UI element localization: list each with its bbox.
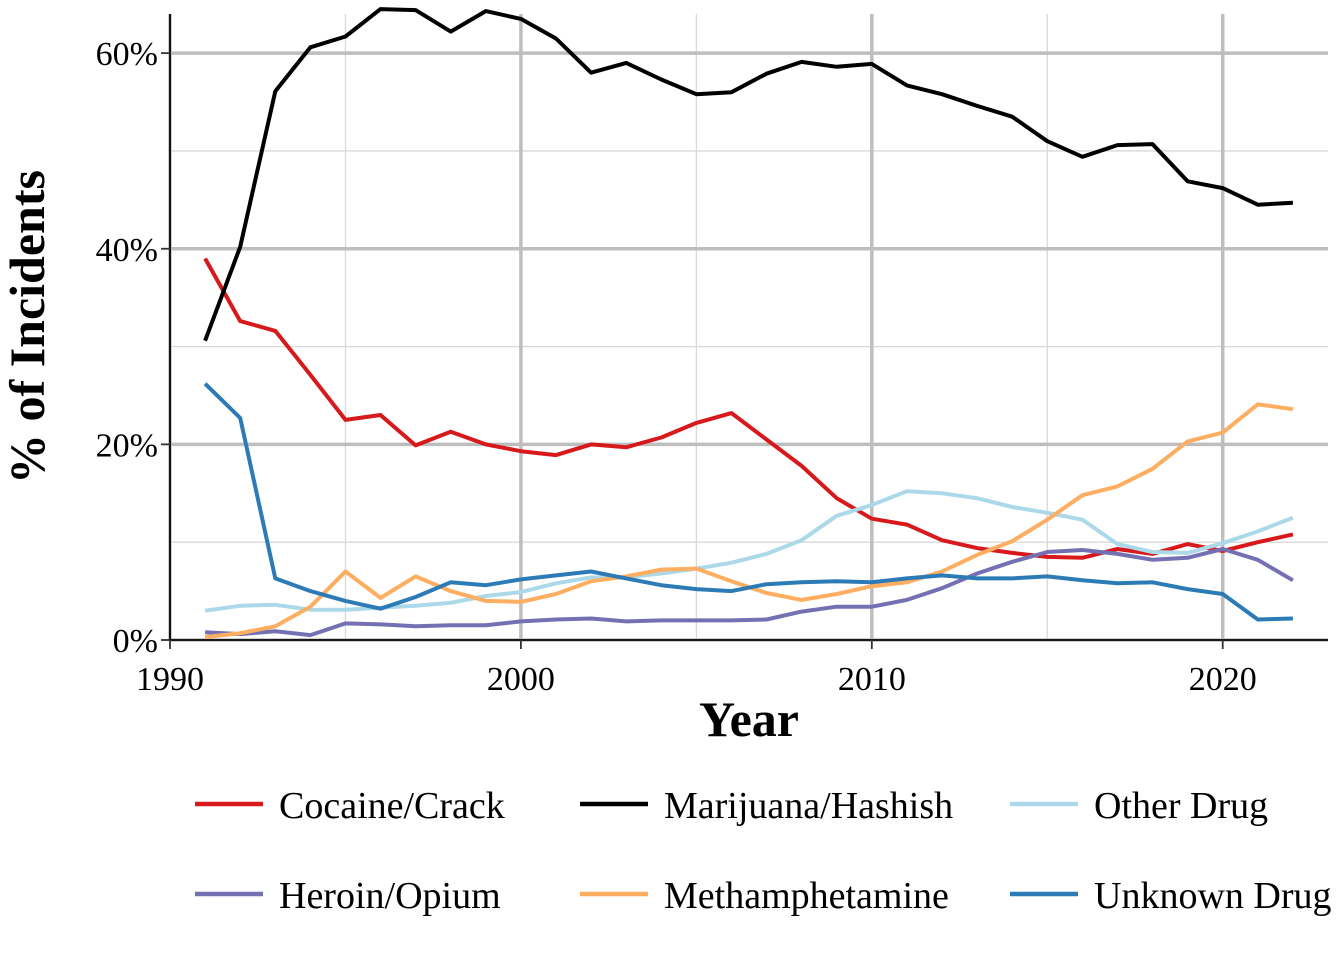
legend-label: Other Drug — [1094, 785, 1268, 827]
x-tick-label: 2010 — [838, 661, 906, 698]
legend-item-methamphetamine: Methamphetamine — [580, 875, 949, 917]
legend-label: Unknown Drug — [1094, 875, 1331, 917]
legend-item-other-drug: Other Drug — [1010, 785, 1268, 827]
series-line-heroin-opium — [204, 547, 1294, 638]
legend-item-marijuana-hashish: Marijuana/Hashish — [580, 785, 953, 827]
legend-label: Methamphetamine — [664, 875, 949, 917]
series-lines — [203, 7, 1294, 640]
legend-item-heroin-opium: Heroin/Opium — [195, 875, 501, 917]
x-tick-label: 2020 — [1189, 661, 1257, 698]
y-axis-title: % of Incidents — [0, 170, 55, 484]
legend-label: Marijuana/Hashish — [664, 785, 953, 827]
axes — [161, 14, 1328, 649]
legend-label: Cocaine/Crack — [279, 785, 505, 827]
major-gridlines — [168, 14, 1328, 642]
y-tick-label: 0% — [113, 623, 158, 660]
series-line-cocaine-crack — [203, 257, 1294, 560]
y-tick-label: 60% — [96, 36, 158, 73]
series-line-unknown-drug — [203, 382, 1293, 622]
x-tick-label: 2000 — [487, 661, 555, 698]
x-axis-title: Year — [699, 691, 799, 747]
y-tick-label: 40% — [96, 232, 158, 269]
series-line-marijuana-hashish — [203, 7, 1294, 342]
tick-labels: 1990 2000 2010 2020 0% 20% 40% 60% — [96, 36, 1257, 698]
legend-label: Heroin/Opium — [279, 875, 501, 917]
legend-item-cocaine-crack: Cocaine/Crack — [195, 785, 505, 827]
legend: Cocaine/Crack Marijuana/Hashish Other Drug… — [195, 785, 1331, 917]
y-tick-label: 20% — [96, 427, 158, 464]
x-tick-label: 1990 — [136, 661, 204, 698]
legend-item-unknown-drug: Unknown Drug — [1010, 875, 1331, 917]
minor-gridlines — [170, 14, 1328, 640]
series-line-methamphetamine — [204, 402, 1294, 640]
